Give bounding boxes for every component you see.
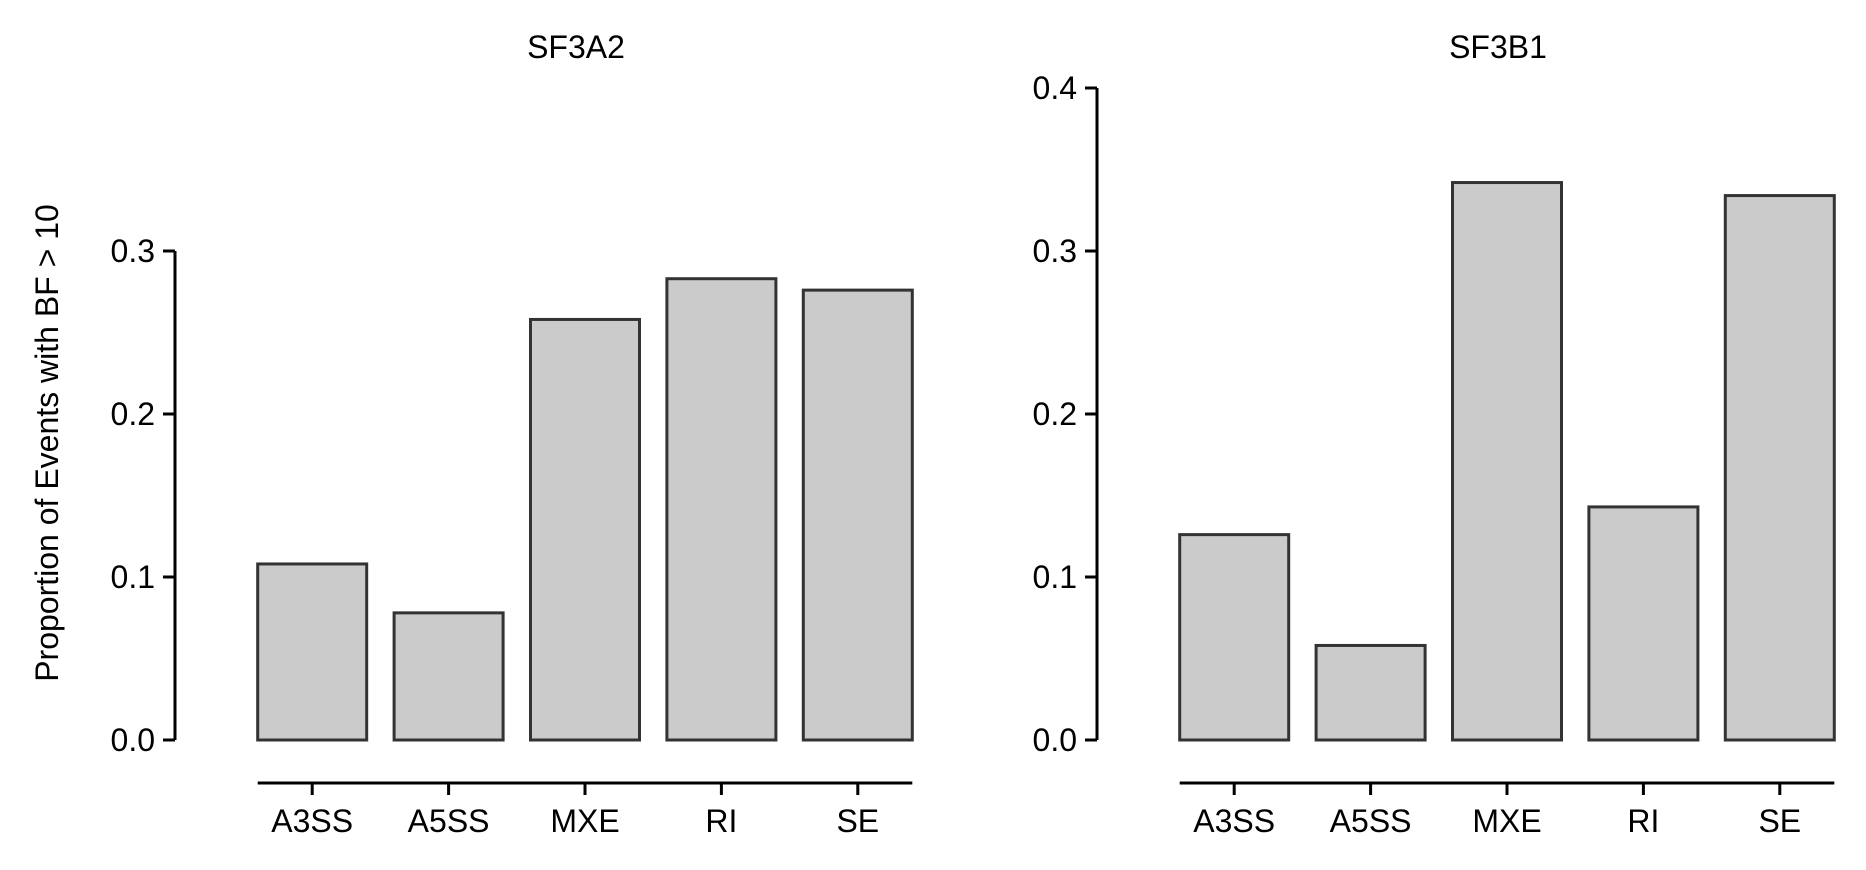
y-tick-label: 0.2 bbox=[1033, 396, 1077, 432]
bar-se bbox=[801, 288, 914, 742]
y-tick-label: 0.3 bbox=[1033, 233, 1077, 269]
x-tick-label: SE bbox=[836, 803, 879, 839]
y-axis-label: Proportion of Events with BF > 10 bbox=[29, 204, 65, 682]
bar-a5ss bbox=[1314, 643, 1427, 742]
x-tick-label: A5SS bbox=[408, 803, 490, 839]
x-tick-label: RI bbox=[705, 803, 737, 839]
y-tick-label: 0.2 bbox=[111, 396, 155, 432]
x-tick-label: RI bbox=[1627, 803, 1659, 839]
panel-sf3b1: SF3B1 0.0 0.1 0.2 0.3 0.4 A3SS A5SS MXE RI SE bbox=[1033, 29, 1836, 839]
y-tick-label: 0.0 bbox=[1033, 722, 1077, 758]
y-tick-label: 0.1 bbox=[1033, 559, 1077, 595]
panel-sf3a2: SF3A2 0.0 0.1 0.2 0.3 A3SS A5SS MXE RI SE bbox=[111, 29, 914, 839]
y-tick-label: 0.0 bbox=[111, 722, 155, 758]
bar-se bbox=[1723, 194, 1836, 742]
y-tick-label: 0.1 bbox=[111, 559, 155, 595]
bar-mxe bbox=[529, 317, 641, 742]
panel-title: SF3A2 bbox=[527, 29, 625, 65]
bar-ri bbox=[665, 277, 778, 742]
y-tick-label: 0.4 bbox=[1033, 70, 1077, 106]
bar-a5ss bbox=[392, 611, 505, 742]
bar-a3ss bbox=[256, 562, 369, 742]
x-tick-label: A3SS bbox=[271, 803, 353, 839]
x-tick-label: A3SS bbox=[1193, 803, 1275, 839]
bar-ri bbox=[1587, 505, 1700, 742]
x-tick-label: SE bbox=[1758, 803, 1801, 839]
x-tick-label: MXE bbox=[550, 803, 619, 839]
bar-mxe bbox=[1451, 181, 1563, 742]
x-tick-label: A5SS bbox=[1330, 803, 1412, 839]
y-tick-label: 0.3 bbox=[111, 233, 155, 269]
bar-a3ss bbox=[1178, 533, 1291, 742]
x-tick-label: MXE bbox=[1472, 803, 1541, 839]
panel-title: SF3B1 bbox=[1449, 29, 1547, 65]
